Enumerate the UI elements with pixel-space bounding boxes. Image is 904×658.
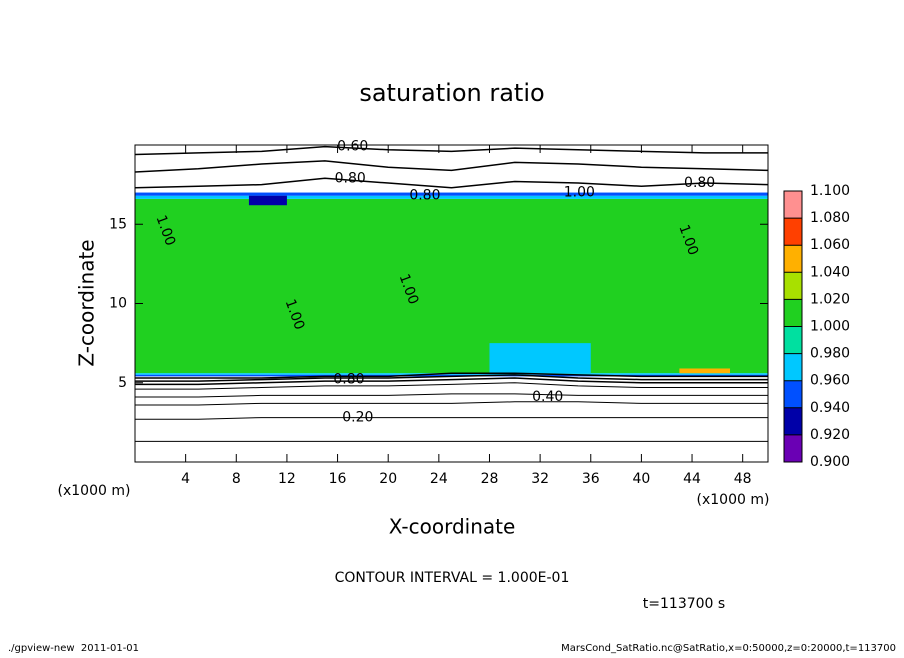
contour-label: 0.20: [342, 410, 373, 426]
colorbar-band: [784, 191, 802, 219]
colorbar-band: [784, 245, 802, 273]
contour-line: [134, 177, 769, 189]
y-axis-label: Z-coordinate: [75, 239, 99, 366]
x-tick-label: 8: [232, 471, 241, 487]
x-tick-label: 32: [531, 471, 549, 487]
contour-line: [135, 372, 768, 379]
contour-line: [135, 417, 768, 420]
contour-line: [135, 374, 768, 382]
colorbar-label: 1.000: [810, 319, 850, 335]
x-tick-label: 24: [430, 471, 448, 487]
chart-title: saturation ratio: [359, 79, 544, 107]
contour-line: [135, 382, 768, 390]
footer-right: MarsCond_SatRatio.nc@SatRatio,x=0:50000,…: [561, 643, 896, 654]
contour-line: [135, 377, 768, 386]
colorbar-band: [784, 272, 802, 300]
contour-line: [134, 145, 768, 156]
colorbar-label: 1.080: [810, 210, 850, 226]
field-cell: [135, 374, 768, 377]
x-tick-label: 20: [379, 471, 397, 487]
colorbar-label: 0.960: [810, 373, 850, 389]
contour-label: 0.80: [684, 175, 715, 191]
x-tick-label: 36: [582, 471, 600, 487]
colorbar-band: [784, 299, 802, 327]
y-unit: (x1000 m): [58, 483, 131, 499]
contour-label: 0.60: [337, 139, 368, 155]
x-tick-label: 12: [278, 471, 296, 487]
colorbar-label: 1.060: [810, 237, 850, 253]
y-tick-label: 10: [109, 296, 127, 312]
colorbar-band: [784, 353, 802, 381]
colorbar-band: [784, 407, 802, 435]
colorbar-label: 0.980: [810, 346, 850, 362]
contour-line: [134, 160, 769, 173]
contour-label: 1.00: [564, 185, 595, 201]
colorbar-label: 1.020: [810, 291, 850, 307]
contour-line: [135, 401, 768, 406]
x-tick-label: 48: [734, 471, 752, 487]
y-tick-label: 5: [118, 375, 127, 391]
colorbar-label: 0.900: [810, 454, 850, 470]
x-tick-label: 40: [632, 471, 650, 487]
colorbar-band: [784, 380, 802, 408]
colorbar-label: 1.040: [810, 264, 850, 280]
contour-interval: CONTOUR INTERVAL = 1.000E-01: [335, 570, 570, 586]
x-axis-label: X-coordinate: [389, 515, 516, 539]
time-label: t=113700 s: [643, 596, 725, 612]
colorbar-band: [784, 434, 802, 462]
field-cell: [135, 192, 768, 196]
x-unit: (x1000 m): [697, 492, 770, 508]
x-tick-label: 28: [481, 471, 499, 487]
x-tick-label: 16: [329, 471, 347, 487]
field-cell: [679, 368, 731, 374]
contour-label: 0.80: [335, 170, 366, 186]
y-tick-label: 15: [109, 216, 127, 232]
field-cell: [248, 195, 287, 206]
field-cell: [135, 195, 768, 199]
field-cell: [135, 373, 768, 375]
colorbar-band: [784, 326, 802, 354]
colorbar-label: 0.940: [810, 400, 850, 416]
x-tick-label: 44: [683, 471, 701, 487]
contour-label: 0.40: [532, 389, 563, 405]
colorbar-label: 0.920: [810, 427, 850, 443]
contour-label: 0.80: [409, 188, 440, 204]
field-cell: [489, 343, 591, 374]
colorbar-label: 1.100: [810, 183, 850, 199]
footer-left: ./gpview-new 2011-01-01: [8, 643, 139, 654]
contour-label: 0.80: [333, 372, 364, 388]
x-tick-label: 4: [181, 471, 190, 487]
field-cell: [135, 198, 768, 374]
colorbar-band: [784, 218, 802, 246]
contour-line: [135, 393, 768, 398]
